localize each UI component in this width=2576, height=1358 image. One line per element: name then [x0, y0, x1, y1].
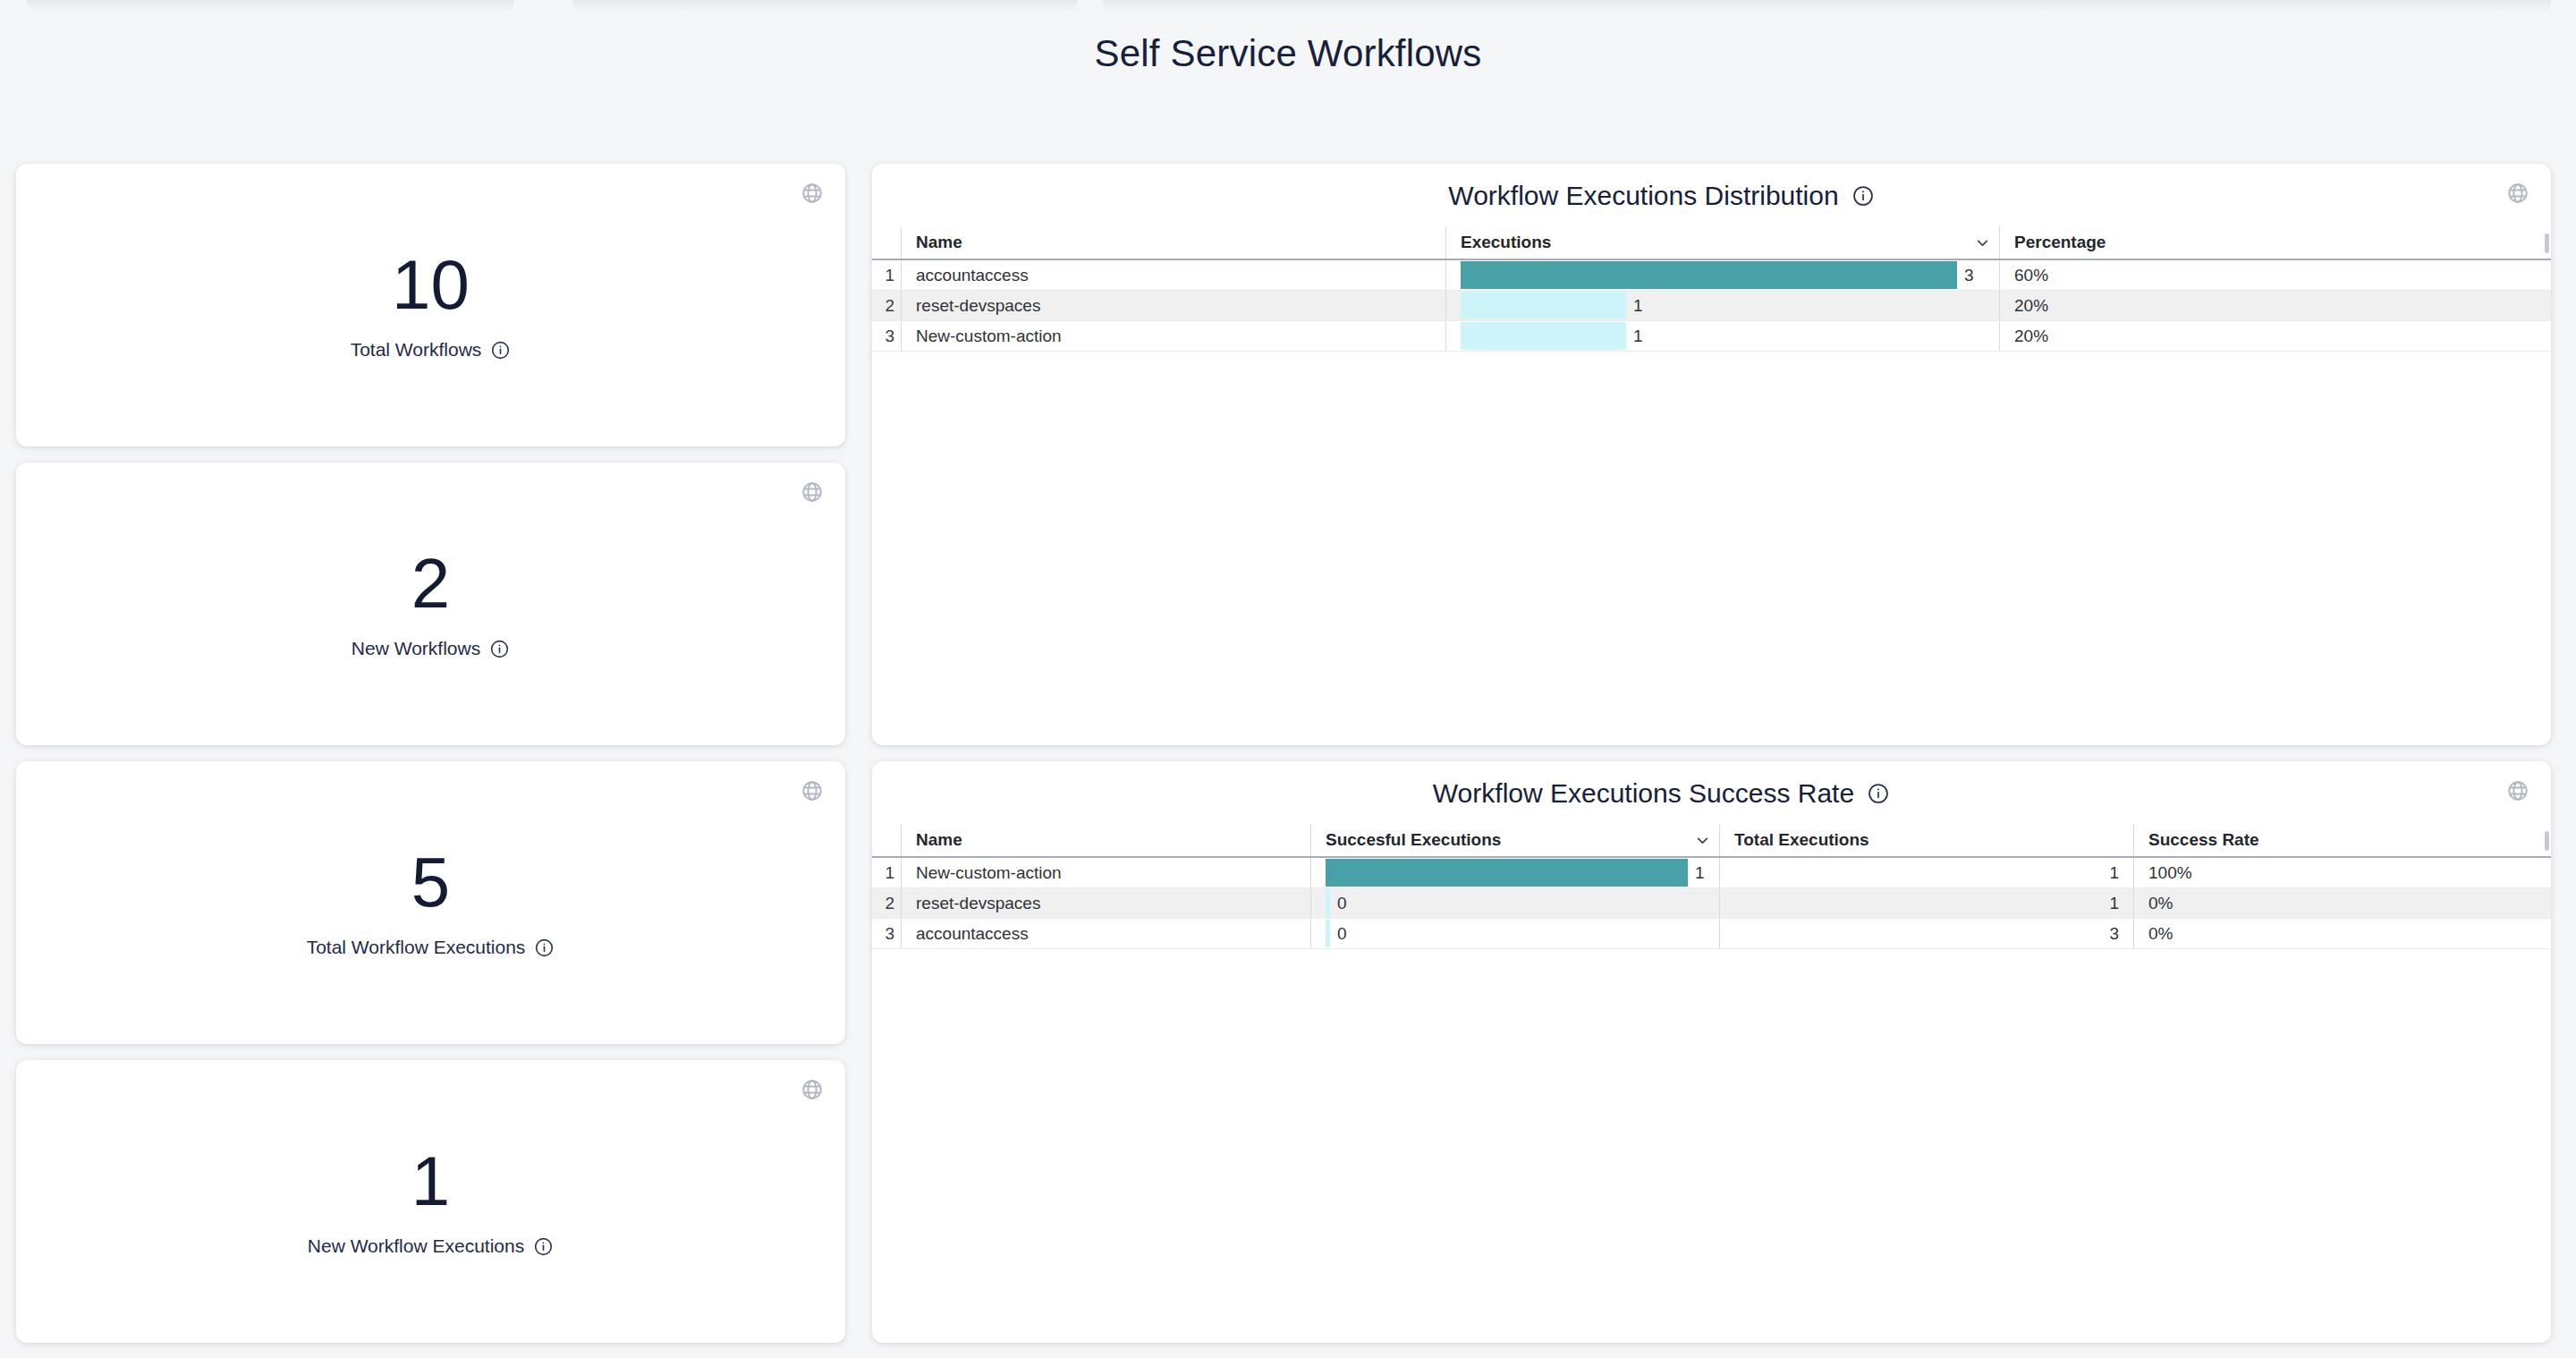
- stat-value: 2: [16, 545, 845, 622]
- success-rate-table: Name Succesful Executions Total Executio…: [872, 824, 2551, 949]
- bar-value: 1: [1695, 863, 1705, 883]
- table-title-row: Workflow Executions Distribution: [822, 181, 2501, 211]
- bar-value: 3: [1964, 266, 1974, 285]
- cell-name: reset-devspaces: [901, 888, 1310, 918]
- stat-value: 1: [16, 1142, 845, 1219]
- stat-card-new-workflows: 2 New Workflows: [16, 463, 845, 745]
- bar-value: 0: [1337, 924, 1347, 944]
- stat-value: 5: [16, 844, 845, 921]
- row-number: 2: [872, 291, 901, 320]
- table-title: Workflow Executions Success Rate: [1433, 778, 1854, 809]
- cell-success-rate: 0%: [2133, 888, 2551, 918]
- table-title-row: Workflow Executions Success Rate: [822, 778, 2501, 809]
- globe-icon[interactable]: [2506, 779, 2529, 802]
- bar-value: 1: [1633, 296, 1643, 316]
- execution-bar: [1326, 920, 1330, 947]
- execution-bar: [1326, 859, 1688, 887]
- table-header-row: Name Succesful Executions Total Executio…: [872, 824, 2551, 858]
- cell-name: reset-devspaces: [901, 291, 1445, 320]
- stat-label-row: New Workflow Executions: [16, 1235, 845, 1257]
- top-card-edge: [572, 0, 1077, 12]
- cell-percentage: 20%: [1999, 291, 2551, 320]
- table-row: 2 reset-devspaces 0 1 0%: [872, 888, 2551, 919]
- globe-icon[interactable]: [2506, 182, 2529, 205]
- stat-label-row: Total Workflows: [16, 339, 845, 361]
- cell-successful-executions: 0: [1310, 888, 1719, 918]
- top-card-edge: [27, 0, 514, 12]
- stat-card-total-workflows: 10 Total Workflows: [16, 164, 845, 446]
- globe-icon[interactable]: [801, 480, 824, 504]
- column-header-successful-executions: Succesful Executions: [1310, 824, 1719, 856]
- cell-successful-executions: 1: [1310, 858, 1719, 887]
- cell-executions: 1: [1445, 291, 1999, 320]
- execution-bar: [1461, 292, 1626, 319]
- globe-icon[interactable]: [801, 182, 824, 205]
- cell-success-rate: 0%: [2133, 919, 2551, 948]
- execution-bar: [1461, 261, 1957, 289]
- bar-value: 1: [1633, 327, 1643, 346]
- cell-name: New-custom-action: [901, 321, 1445, 351]
- table-row: 1 accountaccess 3 60%: [872, 260, 2551, 291]
- row-number: 1: [872, 858, 901, 887]
- stat-label-row: New Workflows: [16, 638, 845, 659]
- cell-name: accountaccess: [901, 919, 1310, 948]
- table-header-row: Name Executions Percentage: [872, 226, 2551, 260]
- column-header-percentage: Percentage: [1999, 226, 2551, 259]
- table-row: 1 New-custom-action 1 1 100%: [872, 858, 2551, 888]
- sort-chevron-down-icon[interactable]: [1975, 235, 1990, 250]
- workflow-executions-success-rate-card: Workflow Executions Success Rate Name Su…: [872, 761, 2551, 1343]
- distribution-table: Name Executions Percentage 1 accountacce…: [872, 226, 2551, 352]
- globe-icon[interactable]: [801, 1078, 824, 1101]
- cell-executions: 3: [1445, 260, 1999, 290]
- stat-label: New Workflow Executions: [308, 1235, 524, 1257]
- info-icon[interactable]: [490, 340, 511, 361]
- stat-label: Total Workflows: [351, 339, 482, 361]
- workflow-executions-distribution-card: Workflow Executions Distribution Name Ex…: [872, 164, 2551, 745]
- row-number: 3: [872, 321, 901, 351]
- stat-label-row: Total Workflow Executions: [16, 937, 845, 958]
- cell-successful-executions: 0: [1310, 919, 1719, 948]
- row-number: 3: [872, 919, 901, 948]
- stat-value: 10: [16, 246, 845, 323]
- page-title: Self Service Workflows: [0, 32, 2576, 75]
- column-header-total-executions: Total Executions: [1719, 824, 2133, 856]
- column-header-name: Name: [901, 824, 1310, 856]
- stat-card-total-workflow-executions: 5 Total Workflow Executions: [16, 761, 845, 1044]
- cell-total-executions: 1: [1719, 888, 2133, 918]
- header-gutter: [872, 824, 901, 856]
- cell-name: New-custom-action: [901, 858, 1310, 887]
- table-title: Workflow Executions Distribution: [1448, 181, 1838, 211]
- table-row: 3 accountaccess 0 3 0%: [872, 919, 2551, 949]
- column-header-executions: Executions: [1445, 226, 1999, 259]
- top-card-edge: [1103, 0, 2551, 12]
- stat-label: Total Workflow Executions: [307, 937, 526, 958]
- execution-bar: [1461, 322, 1626, 350]
- stat-card-new-workflow-executions: 1 New Workflow Executions: [16, 1060, 845, 1343]
- stat-label: New Workflows: [352, 638, 480, 659]
- row-number: 1: [872, 260, 901, 290]
- cell-percentage: 20%: [1999, 321, 2551, 351]
- cell-total-executions: 1: [1719, 858, 2133, 887]
- info-icon[interactable]: [1867, 782, 1890, 805]
- cell-total-executions: 3: [1719, 919, 2133, 948]
- column-header-name: Name: [901, 226, 1445, 259]
- globe-icon[interactable]: [801, 779, 824, 802]
- cell-executions: 1: [1445, 321, 1999, 351]
- execution-bar: [1326, 889, 1330, 917]
- info-icon[interactable]: [1852, 184, 1875, 208]
- sort-chevron-down-icon[interactable]: [1695, 833, 1710, 848]
- info-icon[interactable]: [533, 1236, 554, 1257]
- bar-value: 0: [1337, 894, 1347, 913]
- row-number: 2: [872, 888, 901, 918]
- info-icon[interactable]: [534, 938, 555, 958]
- cell-success-rate: 100%: [2133, 858, 2551, 887]
- cell-name: accountaccess: [901, 260, 1445, 290]
- column-header-success-rate: Success Rate: [2133, 824, 2551, 856]
- info-icon[interactable]: [489, 639, 510, 659]
- table-row: 3 New-custom-action 1 20%: [872, 321, 2551, 352]
- header-gutter: [872, 226, 901, 259]
- cell-percentage: 60%: [1999, 260, 2551, 290]
- table-row: 2 reset-devspaces 1 20%: [872, 291, 2551, 321]
